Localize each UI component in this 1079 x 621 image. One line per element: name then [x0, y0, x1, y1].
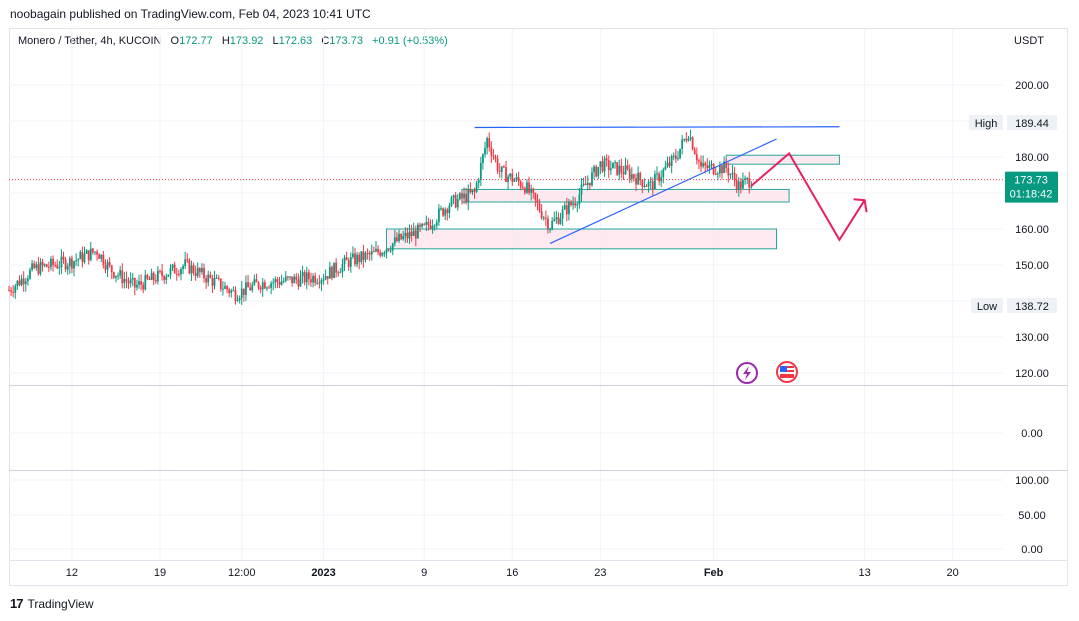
- symbol-legend: Monero / Tether, 4h, KUCOIN O172.77 H173…: [18, 35, 448, 47]
- symbol-name[interactable]: Monero / Tether, 4h, KUCOIN: [18, 35, 162, 47]
- close-label: C: [321, 35, 330, 47]
- high-value: 173.92: [229, 35, 264, 47]
- open-value: 172.77: [179, 35, 213, 47]
- close-value: 173.73: [329, 35, 363, 47]
- brand-text: TradingView: [27, 596, 94, 611]
- chart-frame: [9, 28, 1068, 586]
- low-value: 172.63: [278, 35, 313, 47]
- open-label: O: [170, 35, 180, 47]
- tradingview-logo-icon: 17: [10, 596, 24, 611]
- low-label: L: [272, 35, 279, 47]
- high-label: H: [221, 35, 230, 47]
- publisher-line: noobagain published on TradingView.com, …: [10, 7, 371, 21]
- change-value: +0.91 (+0.53%): [372, 35, 448, 47]
- tradingview-footer[interactable]: 17 TradingView: [10, 596, 94, 611]
